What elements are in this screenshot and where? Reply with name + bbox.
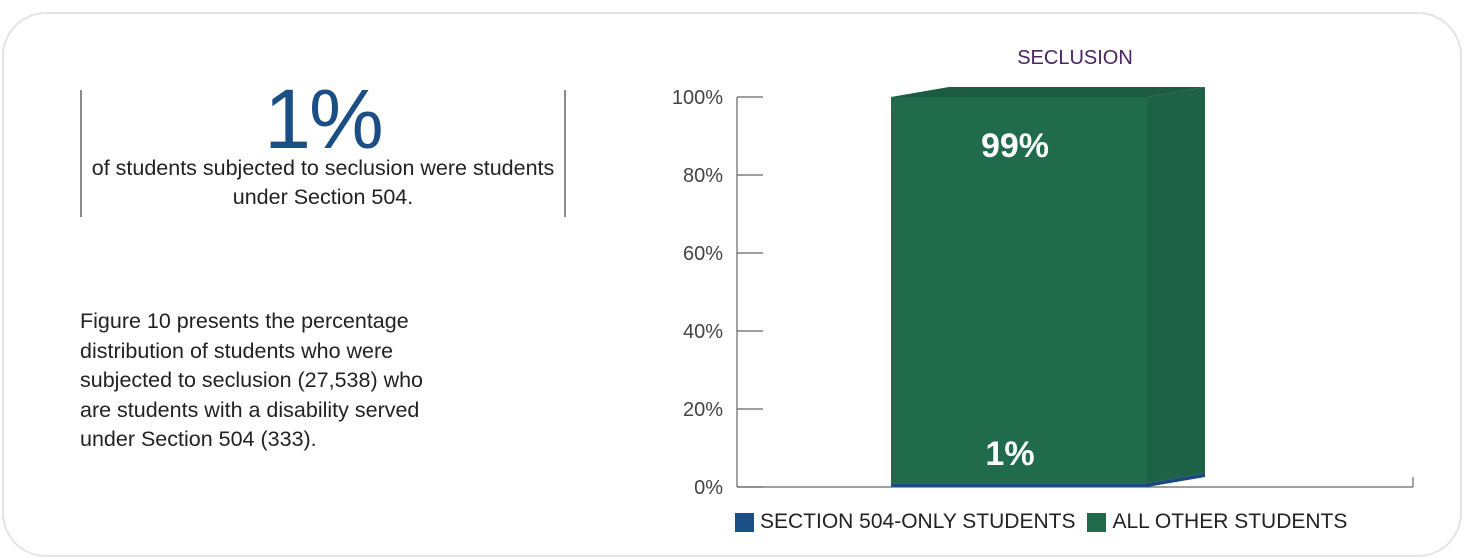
key-stat-value: 1% [264, 72, 383, 166]
legend-item-all-other: ALL OTHER STUDENTS [1087, 510, 1347, 534]
y-tick-label: 20% [683, 399, 723, 421]
key-stat-caption: of students subjected to seclusion were … [91, 156, 555, 209]
y-tick-label: 80% [683, 165, 723, 187]
legend-swatch-section-504 [735, 512, 754, 532]
figure-card [2, 12, 1462, 557]
left-divider [80, 90, 82, 217]
chart-legend: SECTION 504-ONLY STUDENTS ALL OTHER STUD… [735, 510, 1359, 534]
y-tick-label: 0% [694, 477, 723, 499]
y-tick-label: 60% [683, 243, 723, 265]
key-stat-block: 1% of students subjected to seclusion we… [80, 74, 566, 217]
legend-label-section-504: SECTION 504-ONLY STUDENTS [760, 510, 1076, 533]
bar-segment-section-504 [891, 483, 1147, 487]
bar-top-all-other [891, 87, 1205, 97]
right-divider [564, 90, 566, 217]
bar-segment-all-other [891, 97, 1147, 484]
y-tick-label: 40% [683, 321, 723, 343]
y-tick-label: 100% [672, 87, 723, 109]
bar-side-section-504 [1147, 473, 1205, 487]
data-label-all-other: 99% [981, 127, 1049, 165]
figure-description: Figure 10 presents the percentage distri… [80, 309, 424, 451]
seclusion-chart: SECLUSION 0% 20% 40% 60% 80% 100% 99% 1% [672, 47, 1414, 499]
bar-side-all-other [1147, 87, 1205, 484]
legend-item-section-504: SECTION 504-ONLY STUDENTS [735, 510, 1075, 534]
legend-label-all-other: ALL OTHER STUDENTS [1112, 510, 1348, 533]
data-label-section-504: 1% [985, 435, 1034, 473]
chart-title: SECLUSION [1017, 47, 1133, 69]
legend-swatch-all-other [1087, 512, 1107, 532]
